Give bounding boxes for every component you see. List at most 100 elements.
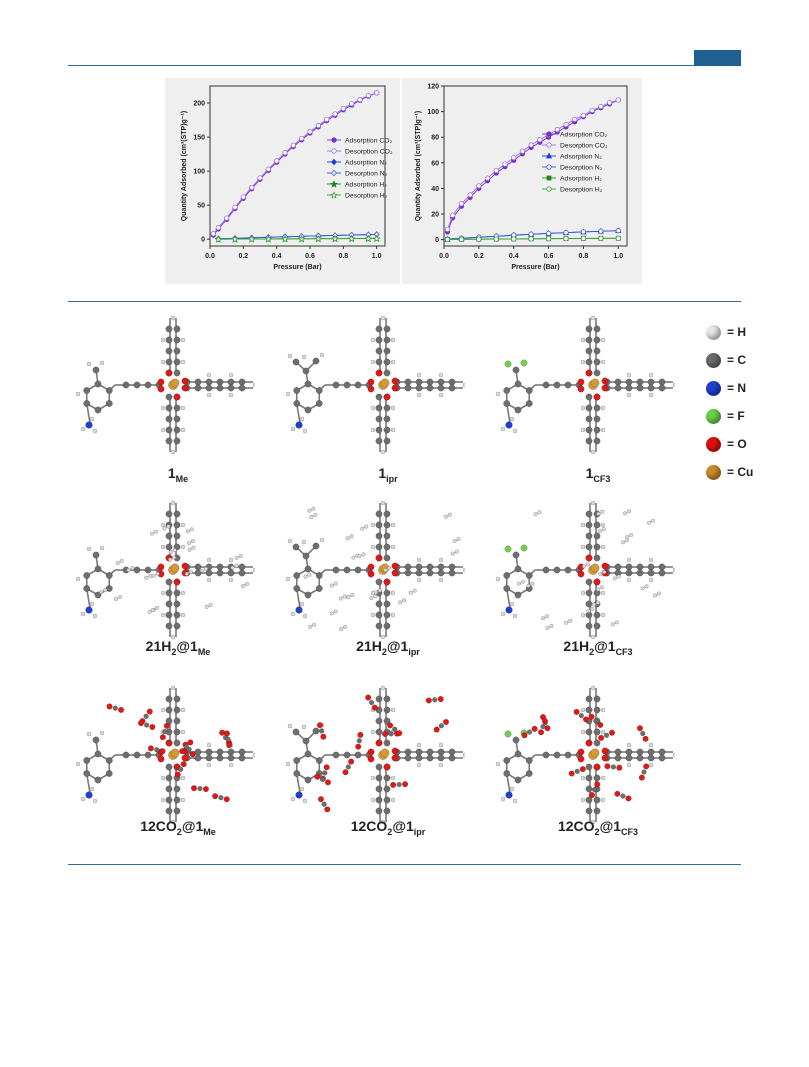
caption-subscript: 2	[387, 826, 393, 837]
bond	[295, 773, 301, 794]
atoms	[495, 500, 675, 640]
atom-c	[375, 578, 383, 586]
atom-c	[173, 437, 181, 445]
atom-h	[99, 545, 105, 551]
atom-c	[658, 754, 666, 762]
data-point	[274, 158, 280, 164]
data-point	[249, 184, 255, 191]
atom-c	[375, 611, 383, 619]
atom-o	[433, 726, 440, 733]
atom-h	[80, 611, 86, 617]
atom-c	[165, 336, 173, 344]
atom-c	[610, 764, 617, 770]
atom-h	[199, 568, 205, 573]
atom-c	[625, 563, 633, 571]
atom-o	[163, 722, 170, 729]
atom-h	[416, 392, 422, 398]
atom-o	[348, 758, 355, 765]
atom-c	[593, 728, 601, 736]
atom-o	[320, 733, 327, 740]
atom-h	[150, 607, 155, 612]
atom-o	[437, 696, 444, 703]
atom-h	[180, 522, 186, 528]
atom-h	[600, 427, 606, 433]
data-point	[347, 234, 356, 243]
atom-c	[578, 712, 584, 719]
caption-prefix: 21H	[356, 638, 382, 654]
atom-c	[227, 754, 235, 762]
atom-c	[105, 400, 113, 407]
atom-h	[301, 539, 307, 545]
atom-c	[426, 569, 434, 577]
data-point	[214, 235, 223, 243]
atom-h	[380, 315, 386, 321]
atom-c	[514, 591, 522, 599]
data-point	[519, 148, 526, 154]
atom-c	[542, 566, 550, 574]
atom-c	[585, 695, 593, 703]
atom-c	[216, 569, 224, 577]
legend-label: = C	[727, 353, 747, 367]
atom-c	[525, 757, 533, 764]
atom-h	[364, 524, 369, 529]
atom-c	[165, 358, 173, 366]
atom-h	[370, 522, 376, 528]
legend-label: = Cu	[727, 465, 754, 479]
data-point	[340, 105, 346, 112]
atom-o	[189, 751, 196, 758]
atom-o	[391, 562, 399, 570]
atom-legend: = H = C = N = F = O = Cu	[706, 318, 786, 486]
atom-h	[390, 359, 396, 365]
atom-h	[370, 775, 376, 781]
atom-c	[503, 387, 511, 394]
atom-o	[391, 754, 399, 762]
atom-h	[287, 538, 293, 544]
atom-c	[354, 566, 362, 574]
x-tick-label: 0.8	[338, 253, 348, 260]
atom-h	[206, 392, 212, 398]
y-tick-label: 0	[201, 237, 205, 244]
atom-c	[375, 358, 383, 366]
atom-h	[329, 583, 334, 588]
atom-c	[183, 744, 189, 750]
atom-c	[585, 589, 593, 597]
atom-h	[184, 571, 189, 576]
atom-c	[503, 572, 511, 579]
data-point	[598, 235, 604, 241]
atom-c	[375, 807, 383, 815]
legend-row-n: = N	[706, 374, 786, 402]
atom-h	[338, 596, 343, 601]
atom-c	[404, 378, 412, 386]
atom-h	[370, 729, 376, 735]
bond	[85, 403, 91, 424]
atom-c	[383, 437, 391, 445]
atom-c	[593, 796, 601, 804]
legend-entry: Desorption N₂	[560, 165, 603, 172]
atom-h	[180, 359, 186, 365]
atom-c	[448, 754, 456, 762]
atom-h	[626, 557, 632, 563]
atom-c	[315, 757, 323, 764]
atom-h	[160, 544, 166, 550]
atom-c	[396, 781, 402, 788]
atom-o	[636, 725, 644, 732]
atom-o	[382, 730, 389, 738]
atom-h	[313, 513, 318, 518]
atom-c	[437, 563, 445, 571]
atom-h	[245, 581, 250, 587]
atom-h	[390, 612, 396, 618]
atom-c	[553, 566, 561, 574]
atom-c	[216, 384, 224, 392]
atom-ball-icon	[706, 380, 721, 396]
caption-prefix: 12CO	[140, 818, 177, 834]
atom-h	[185, 529, 190, 534]
atom-n	[295, 421, 303, 429]
atom-c	[383, 807, 391, 815]
data-point	[615, 235, 621, 241]
y-tick-label: 60	[431, 160, 439, 167]
atom-c	[383, 785, 391, 793]
atom-h	[180, 797, 186, 803]
atom-h	[241, 583, 246, 589]
atom-c	[585, 415, 593, 423]
atom-c	[332, 751, 340, 759]
